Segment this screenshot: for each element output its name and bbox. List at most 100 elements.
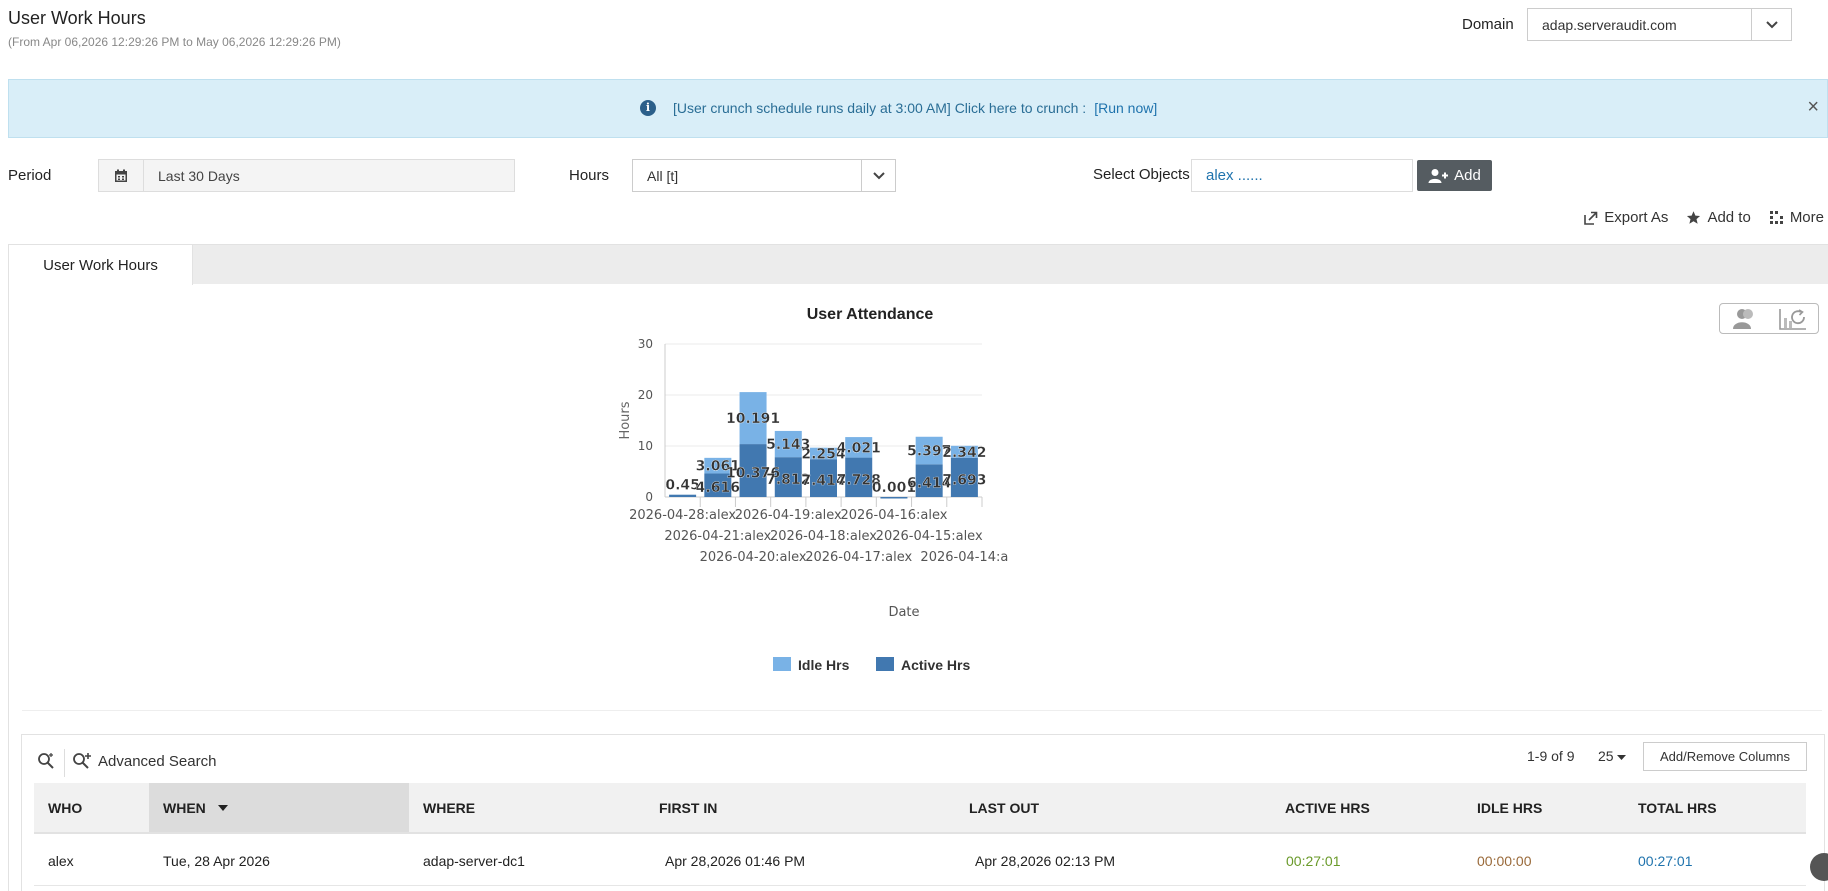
column-active-hrs[interactable]: ACTIVE HRS xyxy=(1285,783,1475,832)
add-to-label: Add to xyxy=(1707,209,1751,226)
chart-bar-idle xyxy=(845,437,873,458)
export-as-button[interactable]: Export As xyxy=(1584,209,1668,226)
chart-data-label: 2.342 xyxy=(942,445,986,461)
table-header: WHO WHEN WHERE FIRST IN LAST OUT ACTIVE … xyxy=(34,783,1806,834)
chart-bar-active xyxy=(810,459,837,497)
chart-bar-idle xyxy=(950,445,978,458)
chart-bar-active xyxy=(774,457,802,497)
domain-select[interactable]: adap.serveraudit.com xyxy=(1527,8,1792,41)
quick-search-button[interactable] xyxy=(37,752,55,770)
period-picker[interactable]: Last 30 Days xyxy=(98,159,515,192)
column-last-out[interactable]: LAST OUT xyxy=(969,783,1279,832)
chart-y-axis-label: Hours xyxy=(618,401,633,439)
chart-y-tick-label: 10 xyxy=(638,439,653,453)
add-button[interactable]: Add xyxy=(1417,160,1492,191)
chart-title: User Attendance xyxy=(807,306,934,323)
star-icon xyxy=(1687,211,1701,224)
chart-x-tick-label: 2026-04-14:a xyxy=(920,550,1008,565)
select-objects-input[interactable]: alex ...... xyxy=(1191,159,1413,192)
cell-total-hrs: 00:27:01 xyxy=(1638,852,1693,869)
chart-data-label: 0.001 xyxy=(872,480,916,496)
chart-bar-active xyxy=(669,494,697,497)
more-icon xyxy=(1769,211,1783,224)
cell-first-in: Apr 28,2026 01:46 PM xyxy=(665,852,806,869)
page-size-select[interactable]: 25 xyxy=(1598,748,1627,764)
chart-bar-active xyxy=(880,496,908,499)
add-remove-columns-button[interactable]: Add/Remove Columns xyxy=(1643,742,1807,771)
add-button-label: Add xyxy=(1454,167,1481,184)
add-user-icon xyxy=(1428,168,1449,183)
chat-bubble-icon[interactable] xyxy=(1810,853,1828,881)
close-icon[interactable]: × xyxy=(1807,96,1819,118)
sort-desc-icon xyxy=(217,804,228,811)
export-as-label: Export As xyxy=(1604,209,1669,226)
column-when[interactable]: WHEN xyxy=(149,783,409,832)
chart-data-label: 6.414 xyxy=(907,476,952,492)
chart-x-tick-label: 2026-04-15:alex xyxy=(876,529,983,544)
column-last-out-label: LAST OUT xyxy=(969,799,1039,816)
column-who[interactable]: WHO xyxy=(34,783,149,832)
advanced-search-icon xyxy=(73,753,91,769)
chart-bar-active xyxy=(915,464,943,497)
chart-x-axis-label: Date xyxy=(888,605,919,620)
column-who-label: WHO xyxy=(48,799,83,816)
cell-where: adap-server-dc1 xyxy=(423,852,525,869)
advanced-search-label: Advanced Search xyxy=(98,752,217,770)
add-to-button[interactable]: Add to xyxy=(1686,209,1751,226)
chart-legend-label: Active Hrs xyxy=(901,657,970,673)
column-where-label: WHERE xyxy=(423,799,476,816)
calendar-icon[interactable] xyxy=(99,160,144,191)
chevron-down-icon[interactable] xyxy=(861,160,895,191)
chart-data-label: 7.812 xyxy=(766,472,810,488)
info-banner: i [User crunch schedule runs daily at 3:… xyxy=(8,79,1828,138)
toolbar-separator xyxy=(64,749,65,777)
hours-select[interactable]: All [t] xyxy=(632,159,896,192)
hours-label: Hours xyxy=(569,167,610,184)
chart-data-label: 4.021 xyxy=(837,440,881,456)
chart-y-tick-label: 0 xyxy=(645,490,653,504)
chart-legend-swatch xyxy=(773,657,791,671)
users-icon[interactable] xyxy=(1731,308,1757,330)
report-actions: Export As Add to More xyxy=(1584,209,1824,226)
data-grid-panel xyxy=(21,734,1825,891)
search-icon xyxy=(38,753,54,769)
info-icon: i xyxy=(640,100,656,116)
date-range: (From Apr 06,2026 12:29:26 PM to May 06,… xyxy=(8,35,341,49)
column-total-hrs[interactable]: TOTAL HRS xyxy=(1638,783,1798,832)
table-row[interactable]: alex Tue, 28 Apr 2026 adap-server-dc1 Ap… xyxy=(34,835,1806,886)
selected-objects-value[interactable]: alex ...... xyxy=(1206,167,1263,184)
chart-x-tick-label: 2026-04-28:alex xyxy=(629,508,736,523)
chart-data-label: 5.143 xyxy=(766,437,810,453)
column-idle-hrs[interactable]: IDLE HRS xyxy=(1477,783,1637,832)
column-where[interactable]: WHERE xyxy=(409,783,659,832)
page-size-value: 25 xyxy=(1598,748,1614,764)
chart-data-label: 7.414 xyxy=(801,473,846,489)
run-now-link[interactable]: [Run now] xyxy=(1094,100,1158,116)
column-first-in-label: FIRST IN xyxy=(659,799,718,816)
column-first-in[interactable]: FIRST IN xyxy=(659,783,969,832)
banner-message: [User crunch schedule runs daily at 3:00… xyxy=(673,100,1157,116)
chevron-down-icon[interactable] xyxy=(1751,9,1791,40)
more-label: More xyxy=(1789,209,1824,226)
chart-data-label: 7.728 xyxy=(837,472,881,488)
domain-label: Domain xyxy=(1462,16,1514,33)
chart-y-tick-label: 30 xyxy=(638,337,653,351)
more-button[interactable]: More xyxy=(1769,209,1824,226)
period-value: Last 30 Days xyxy=(158,168,240,184)
chart-legend-label: Idle Hrs xyxy=(798,657,850,673)
cell-when: Tue, 28 Apr 2026 xyxy=(163,852,270,869)
chart-data-label: 3.061 xyxy=(696,459,740,475)
chart-x-tick-label: 2026-04-21:alex xyxy=(664,529,771,544)
chart-bar-idle xyxy=(739,392,767,445)
tab-user-work-hours[interactable]: User Work Hours xyxy=(8,245,193,285)
page-title: User Work Hours xyxy=(8,8,146,28)
select-objects-label: Select Objects xyxy=(1093,166,1190,183)
chart-bar-idle xyxy=(774,430,802,458)
pagination-info: 1-9 of 9 xyxy=(1527,748,1575,764)
chart-bar-active xyxy=(845,457,873,497)
chart-refresh-icon[interactable] xyxy=(1778,308,1808,330)
chart-x-tick-label: 2026-04-19:alex xyxy=(735,508,842,523)
chart-bar-active xyxy=(739,444,767,497)
column-when-label: WHEN xyxy=(163,799,206,816)
advanced-search-button[interactable]: Advanced Search xyxy=(72,752,216,770)
